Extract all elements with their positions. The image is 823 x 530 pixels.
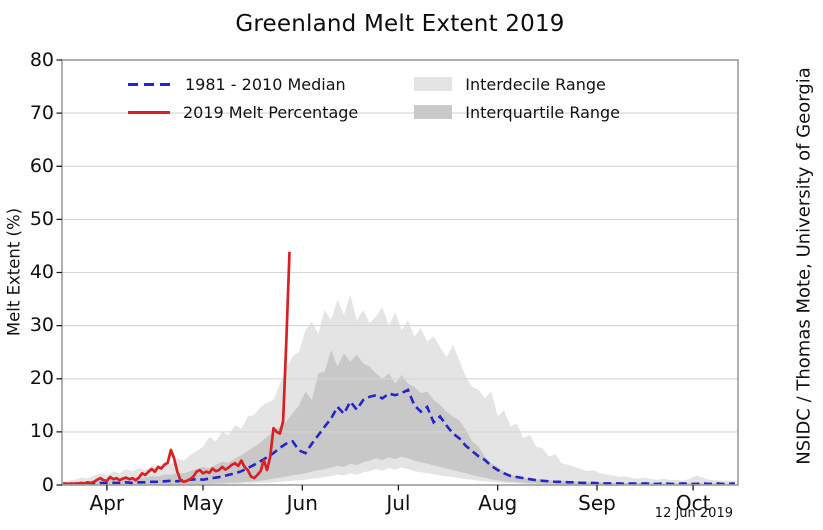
x-tick-label: Oct [675, 491, 711, 515]
chart-title: Greenland Melt Extent 2019 [235, 11, 565, 37]
x-tick-label: Apr [89, 491, 125, 515]
y-tick-label: 70 [29, 101, 54, 124]
melt-2019-line [61, 251, 291, 486]
y-tick-label: 80 [29, 48, 54, 71]
axis-tick-marks [56, 59, 694, 491]
legend-label: 2019 Melt Percentage [183, 102, 359, 122]
x-tick-label: Sep [578, 491, 616, 515]
median-dashed-line-swatch [128, 82, 172, 86]
y-tick-label: 60 [29, 154, 54, 177]
legend-column-bands: Interdecile Range Interquartile Range [414, 70, 620, 126]
x-tick-label: May [182, 491, 224, 515]
legend-column-lines: 1981 - 2010 Median 2019 Melt Percentage [128, 70, 358, 126]
median-line [62, 388, 735, 486]
melt-2019-line-swatch [128, 110, 170, 114]
interdecile-patch-swatch [414, 77, 453, 91]
x-tick-label: Jul [386, 491, 411, 515]
y-tick-label: 0 [41, 473, 54, 496]
y-tick-label: 40 [29, 261, 54, 283]
interquartile-band [62, 350, 735, 485]
x-tick-label: Jun [286, 491, 318, 515]
date-stamp: 12 Jun 2019 [654, 506, 733, 521]
interquartile-patch-swatch [414, 105, 453, 119]
legend-entry-2019: 2019 Melt Percentage [128, 98, 358, 126]
legend-entry-median: 1981 - 2010 Median [128, 70, 358, 98]
gridlines [62, 112, 738, 433]
legend-label: Interquartile Range [465, 102, 621, 122]
legend-label: 1981 - 2010 Median [185, 74, 346, 94]
y-tick-label: 10 [29, 420, 54, 443]
legend-label: Interdecile Range [465, 74, 606, 94]
y-tick-label: 20 [29, 367, 54, 390]
legend: 1981 - 2010 Median 2019 Melt Percentage … [128, 70, 620, 126]
legend-entry-interdecile: Interdecile Range [414, 70, 620, 98]
credit-text: NSIDC / Thomas Mote, University of Georg… [793, 67, 815, 465]
y-tick-label: 30 [29, 314, 54, 337]
y-tick-label: 50 [29, 207, 54, 230]
x-tick-label: Aug [478, 491, 518, 515]
legend-entry-interquartile: Interquartile Range [414, 98, 620, 126]
